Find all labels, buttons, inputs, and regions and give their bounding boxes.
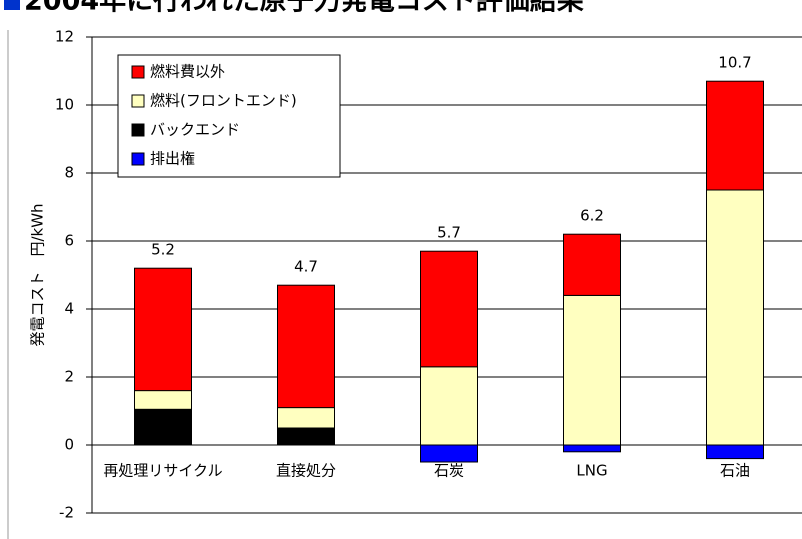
bar-segment bbox=[706, 80, 764, 191]
x-tick-label: 石油 bbox=[720, 462, 750, 480]
x-tick-label: 直接処分 bbox=[276, 462, 336, 480]
title-bullet bbox=[4, 0, 20, 10]
legend-label: 燃料(フロントエンド) bbox=[150, 92, 297, 110]
bar-segment bbox=[420, 444, 478, 463]
y-tick-label: 8 bbox=[64, 164, 74, 182]
total-label: 5.2 bbox=[151, 241, 175, 259]
legend-swatch bbox=[131, 65, 145, 79]
y-tick-label: 10 bbox=[55, 96, 74, 114]
legend-swatch bbox=[131, 152, 145, 166]
y-tick-label: 2 bbox=[64, 368, 74, 386]
bar-segment bbox=[277, 427, 335, 446]
total-label: 6.2 bbox=[580, 207, 604, 225]
bar-segment bbox=[563, 444, 621, 453]
total-label: 5.7 bbox=[437, 224, 461, 242]
bar-segment bbox=[563, 294, 621, 446]
legend-label: 排出権 bbox=[150, 150, 195, 168]
bar-segment bbox=[134, 408, 192, 446]
y-tick-label: 12 bbox=[55, 28, 74, 46]
legend-box bbox=[117, 54, 341, 178]
legend-label: 燃料費以外 bbox=[150, 63, 225, 81]
x-tick-label: LNG bbox=[576, 462, 607, 480]
bar-segment bbox=[277, 284, 335, 409]
legend-label: バックエンド bbox=[150, 121, 240, 139]
bar-segment bbox=[563, 233, 621, 296]
y-tick-label: 4 bbox=[64, 300, 74, 318]
y-tick-label: 6 bbox=[64, 232, 74, 250]
y-axis-label: 発電コスト 円/kWh bbox=[29, 203, 47, 346]
bar-segment bbox=[134, 267, 192, 392]
bar-segment bbox=[277, 407, 335, 429]
x-tick-label: 石炭 bbox=[434, 462, 464, 480]
total-label: 10.7 bbox=[718, 54, 751, 72]
x-tick-label: 再処理リサイクル bbox=[103, 462, 222, 480]
chart-title: 2004年に行われた原子力発電コスト評価結果 bbox=[24, 0, 584, 17]
total-label: 4.7 bbox=[294, 258, 318, 276]
y-tick-label: 0 bbox=[64, 436, 74, 454]
bar-segment bbox=[134, 390, 192, 410]
y-tick-label: -2 bbox=[59, 504, 74, 522]
bar-segment bbox=[706, 444, 764, 460]
bar-segment bbox=[420, 250, 478, 368]
bar-segment bbox=[706, 189, 764, 446]
legend-swatch bbox=[131, 94, 145, 108]
bar-segment bbox=[420, 366, 478, 446]
legend-swatch bbox=[131, 123, 145, 137]
